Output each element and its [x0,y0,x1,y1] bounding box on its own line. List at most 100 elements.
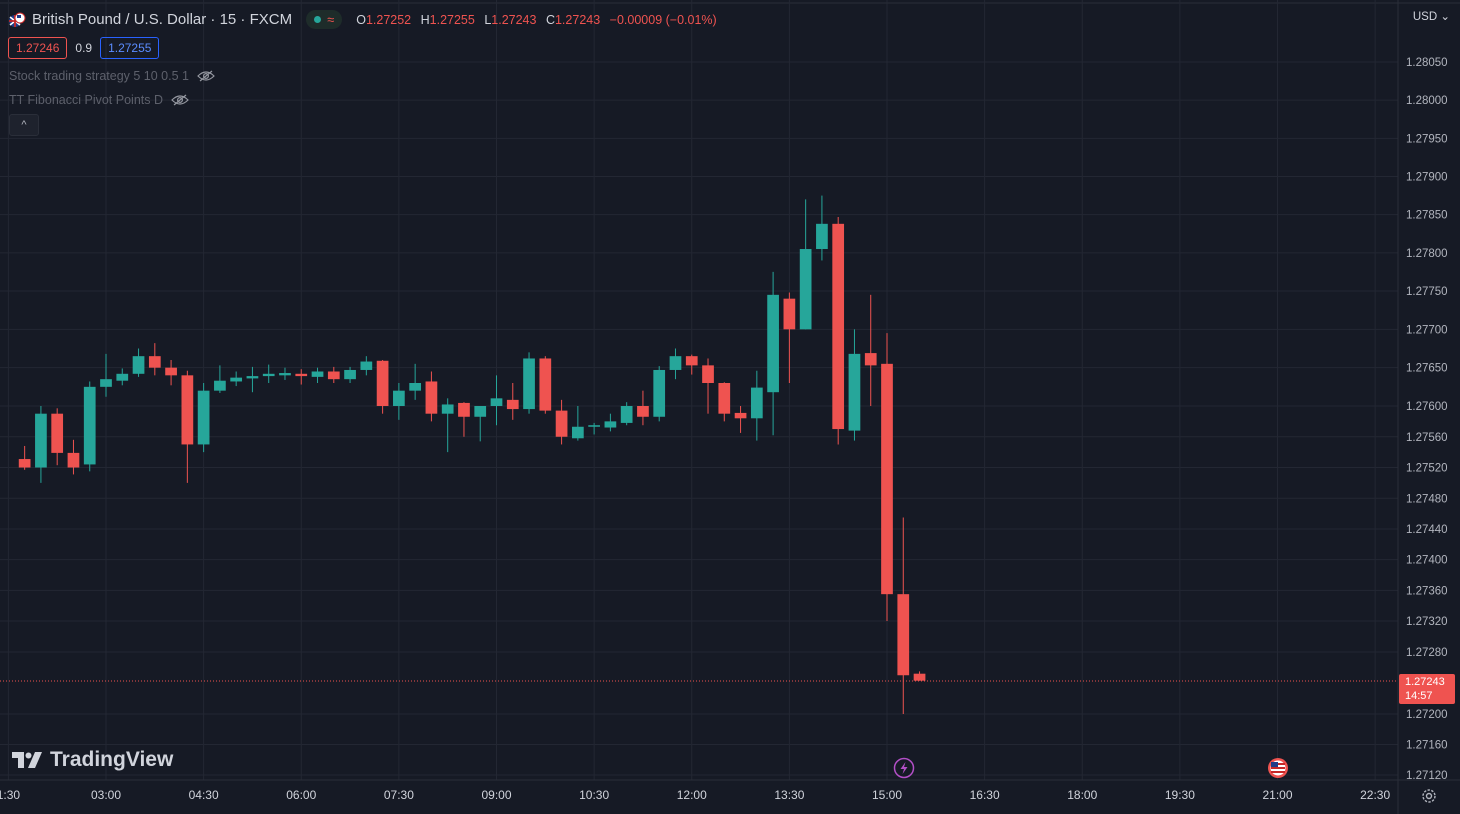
candle-up[interactable] [604,413,617,432]
candle-body [637,406,649,417]
candle-up[interactable] [620,402,633,426]
candle-body [653,369,666,417]
candle-down[interactable] [734,406,747,433]
price-tick-label: 1.28000 [1406,95,1448,107]
candle-down[interactable] [376,360,389,414]
candle-up[interactable] [767,271,779,436]
candle-down[interactable] [458,402,470,437]
price-tick-label: 1.27360 [1406,585,1448,597]
symbol-legend: British Pound / U.S. Dollar · 15 · FXCM … [8,10,717,29]
candle-up[interactable] [116,368,129,386]
candle-up[interactable] [197,383,210,453]
market-status-pill[interactable]: ≈ [306,10,343,29]
eye-hidden-icon[interactable] [197,70,215,82]
lightning-event-icon[interactable] [893,757,915,779]
price-tick-label: 1.27700 [1406,324,1448,336]
collapse-indicators-button[interactable]: ^ [9,114,39,136]
candle-up[interactable] [799,199,812,330]
symbol-title[interactable]: British Pound / U.S. Dollar · 15 · FXCM [32,11,293,28]
candle-up[interactable] [571,406,584,441]
candle-down[interactable] [18,445,31,470]
candle-body [393,390,405,406]
candle-body [441,404,454,414]
candle-down[interactable] [718,382,731,422]
candle-body [344,369,356,380]
candle-body [702,365,714,383]
time-tick-label: 03:00 [91,788,121,802]
candle-up[interactable] [848,329,861,441]
candle-body [523,358,535,410]
candle-down[interactable] [165,360,177,386]
candle-down[interactable] [555,399,568,445]
candle-up[interactable] [393,383,405,420]
candle-body [685,356,698,366]
price-tick-label: 1.27600 [1406,401,1448,413]
candle-up[interactable] [588,422,600,435]
us-flag-event-icon[interactable] [1268,758,1288,778]
price-tick-label: 1.27560 [1406,432,1448,444]
candle-up[interactable] [344,366,356,383]
currency-selector[interactable]: USD ⌄ [1413,9,1450,23]
candle-down[interactable] [702,358,714,414]
time-tick-label: 15:00 [872,788,902,802]
candle-down[interactable] [783,292,796,383]
candle-body [51,413,64,453]
candle-body [181,375,194,445]
indicator-fibonacci-pivot-points[interactable]: TT Fibonacci Pivot Points D [9,93,189,107]
candle-up[interactable] [83,381,96,472]
candle-down[interactable] [181,370,194,483]
candle-down[interactable] [685,354,698,375]
price-tick-label: 1.27480 [1406,493,1448,505]
candle-up[interactable] [750,370,763,441]
candle-down[interactable] [327,366,340,383]
candle-down[interactable] [148,343,161,376]
candle-up[interactable] [214,365,226,393]
candle-down[interactable] [295,369,308,385]
candle-up[interactable] [816,195,828,261]
buy-button[interactable]: 1.27255 [100,37,160,59]
ohlc-open-key: O [356,12,366,27]
candle-body [35,413,47,468]
price-tick-label: 1.27120 [1406,770,1448,782]
candle-up[interactable] [35,406,47,483]
candle-up[interactable] [669,348,682,380]
candle-down[interactable] [67,439,80,475]
candle-body [734,412,747,419]
candle-down[interactable] [864,294,877,406]
price-tick-label: 1.28050 [1406,57,1448,69]
candle-down[interactable] [425,371,438,422]
candle-up[interactable] [409,363,422,400]
candle-up[interactable] [230,371,243,387]
candle-down[interactable] [539,356,552,414]
candle-up[interactable] [279,367,291,380]
candle-up[interactable] [653,366,666,422]
sell-button[interactable]: 1.27246 [8,37,68,59]
candle-up[interactable] [523,352,535,414]
candle-body [539,358,552,411]
eye-hidden-icon[interactable] [171,94,189,106]
candle-up[interactable] [474,406,487,442]
candle-body [897,594,910,676]
candle-up[interactable] [262,364,275,383]
candle-up[interactable] [132,348,145,377]
gear-icon[interactable] [1420,787,1438,805]
candle-up[interactable] [360,356,373,376]
candle-body [165,367,177,376]
candle-up[interactable] [441,398,454,453]
candle-up[interactable] [246,366,259,393]
price-tick-label: 1.27800 [1406,248,1448,260]
candle-down[interactable] [913,671,926,681]
candle-body [669,356,682,370]
candle-down[interactable] [881,333,893,621]
candle-down[interactable] [637,390,649,426]
tradingview-logo[interactable]: TradingView [12,748,173,772]
indicator-stock-trading-strategy[interactable]: Stock trading strategy 5 10 0.5 1 [9,69,215,83]
candle-down[interactable] [51,408,64,466]
candle-up[interactable] [311,367,324,383]
ohlc-close-value: 1.27243 [554,12,601,27]
candle-down[interactable] [832,216,845,445]
candle-up[interactable] [100,353,112,397]
candle-down[interactable] [506,383,519,420]
candle-up[interactable] [490,375,503,426]
